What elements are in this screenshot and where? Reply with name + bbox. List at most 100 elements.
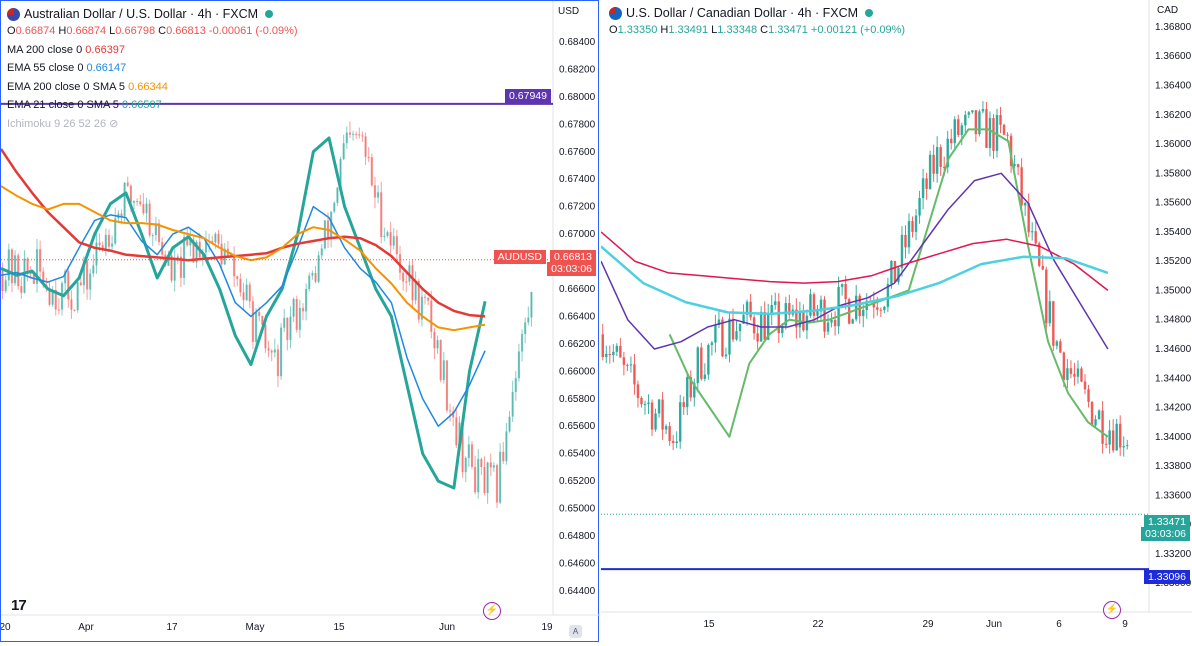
left-hline-price-tag: 0.67949 <box>505 89 551 103</box>
candle-body <box>276 349 280 377</box>
candle-body <box>461 422 464 473</box>
ma-line-3[interactable] <box>1 148 486 318</box>
candle-body <box>1076 368 1080 377</box>
candle-body <box>971 110 974 113</box>
time-axis-tick-label: 22 <box>812 619 824 630</box>
candle-body <box>76 282 79 311</box>
candle-body <box>342 143 345 160</box>
left-open: 0.66874 <box>15 25 56 37</box>
candle-body <box>981 109 985 112</box>
left-legend: Australian Dollar / U.S. Dollar · 4h · F… <box>7 6 298 134</box>
right-close: 1.33471 <box>768 24 808 36</box>
price-axis-tick-label: 0.65800 <box>559 394 596 405</box>
candle-body <box>668 426 671 441</box>
time-axis-tick-label: 19 <box>541 622 553 633</box>
candle-body <box>1104 443 1108 445</box>
indicator-ema21[interactable]: EMA 21 close 0 SMA 5 0.66507 <box>7 99 162 112</box>
candle-body <box>10 249 14 284</box>
candle-body <box>480 458 483 468</box>
candle-body <box>392 236 395 246</box>
candle-body <box>42 271 45 286</box>
candle-body <box>323 220 326 249</box>
candle-body <box>636 384 640 399</box>
candle-body <box>605 353 608 358</box>
right-currency-label[interactable]: CAD <box>1157 5 1179 16</box>
candle-body <box>474 466 477 493</box>
candle-body <box>999 115 1002 125</box>
candle-body <box>267 348 270 351</box>
right-chart-panel[interactable]: 1.36800 1.36600 1.36400 1.36200 1.36000 1.358… <box>601 0 1192 642</box>
ma-line-2[interactable] <box>601 172 1109 350</box>
candle-body <box>283 317 286 328</box>
candle-body <box>1066 368 1069 380</box>
candle-body <box>311 273 314 276</box>
left-symbol-tag: AUDUSD <box>493 250 546 264</box>
candle-body <box>647 402 650 405</box>
candle-body <box>879 309 883 311</box>
candle-body <box>358 134 361 136</box>
candle-body <box>4 280 7 291</box>
price-axis-tick-label: 0.67400 <box>559 174 596 185</box>
ma-line-1[interactable] <box>668 128 1109 438</box>
candle-body <box>395 236 398 255</box>
candle-body <box>1055 341 1059 346</box>
indicator-ema200[interactable]: EMA 200 close 0 SMA 5 0.66344 <box>7 80 168 93</box>
candle-body <box>1069 368 1073 374</box>
right-hline-price-tag: 1.33096 <box>1144 570 1190 584</box>
lightning-icon[interactable]: ⚡ <box>1103 601 1121 619</box>
candle-body <box>1034 231 1037 244</box>
candle-body <box>477 458 480 493</box>
ma-line-1[interactable] <box>1 136 487 490</box>
candle-body <box>495 465 499 503</box>
candle-body <box>777 301 780 333</box>
candle-body <box>439 340 442 381</box>
right-symbol-title[interactable]: U.S. Dollar / Canadian Dollar · 4h · FXC… <box>609 5 905 21</box>
indicator-ema55[interactable]: EMA 55 close 0 0.66147 <box>7 62 127 75</box>
ma-line-2[interactable] <box>1 205 486 427</box>
candle-body <box>763 311 766 340</box>
left-symbol-title[interactable]: Australian Dollar / U.S. Dollar · 4h · F… <box>7 6 298 22</box>
candle-body <box>1023 202 1027 206</box>
left-chart-canvas[interactable]: 0.68400 0.68200 0.68000 0.67800 0.67600 0.674… <box>1 1 600 643</box>
candle-body <box>248 284 251 302</box>
candle-body <box>176 256 179 259</box>
candle-body <box>148 203 151 236</box>
auto-scale-icon[interactable]: A <box>569 625 582 638</box>
tradingview-logo-icon[interactable]: 17 <box>11 597 27 614</box>
candle-body <box>950 138 953 144</box>
left-currency-label[interactable]: USD <box>558 6 580 17</box>
candle-body <box>305 289 308 312</box>
aud-flag-icon <box>7 7 20 21</box>
indicator-ichimoku[interactable]: Ichimoku 9 26 52 26 ⊘ <box>7 117 119 130</box>
right-last-price-tag: 1.33471 <box>1144 515 1190 529</box>
price-axis-tick-label: 0.65000 <box>559 504 596 515</box>
candle-body <box>1016 164 1020 168</box>
price-axis-tick-label: 1.36200 <box>1155 110 1192 121</box>
market-status-icon <box>265 10 274 18</box>
price-axis-tick-label: 0.68400 <box>559 37 596 48</box>
candle-body <box>139 201 142 205</box>
indicator-ma200[interactable]: MA 200 close 0 0.66397 <box>7 43 126 56</box>
eye-hidden-icon[interactable]: ⊘ <box>109 117 119 130</box>
candle-body <box>640 398 643 405</box>
ma-line-4[interactable] <box>601 245 1109 316</box>
candle-body <box>48 287 51 305</box>
time-axis-tick-label: 15 <box>333 622 345 633</box>
ma-line-3[interactable] <box>601 231 1109 291</box>
candle-body <box>756 333 759 342</box>
candle-body <box>1118 423 1122 448</box>
left-chart-panel[interactable]: 0.68400 0.68200 0.68000 0.67800 0.67600 0.674… <box>0 0 600 643</box>
ma-line-4[interactable] <box>1 185 486 332</box>
right-chart-canvas[interactable]: 1.36800 1.36600 1.36400 1.36200 1.36000 1.358… <box>601 0 1192 642</box>
candle-body <box>974 110 978 135</box>
price-axis-tick-label: 0.65200 <box>559 476 596 487</box>
right-legend: U.S. Dollar / Canadian Dollar · 4h · FXC… <box>609 5 905 40</box>
candle-body <box>809 294 812 316</box>
candle-body <box>110 243 114 247</box>
candle-body <box>622 357 626 365</box>
candle-body <box>608 353 612 356</box>
candle-body <box>386 232 389 236</box>
candle-body <box>781 325 784 333</box>
lightning-icon[interactable]: ⚡ <box>483 602 501 620</box>
candle-body <box>79 282 82 286</box>
